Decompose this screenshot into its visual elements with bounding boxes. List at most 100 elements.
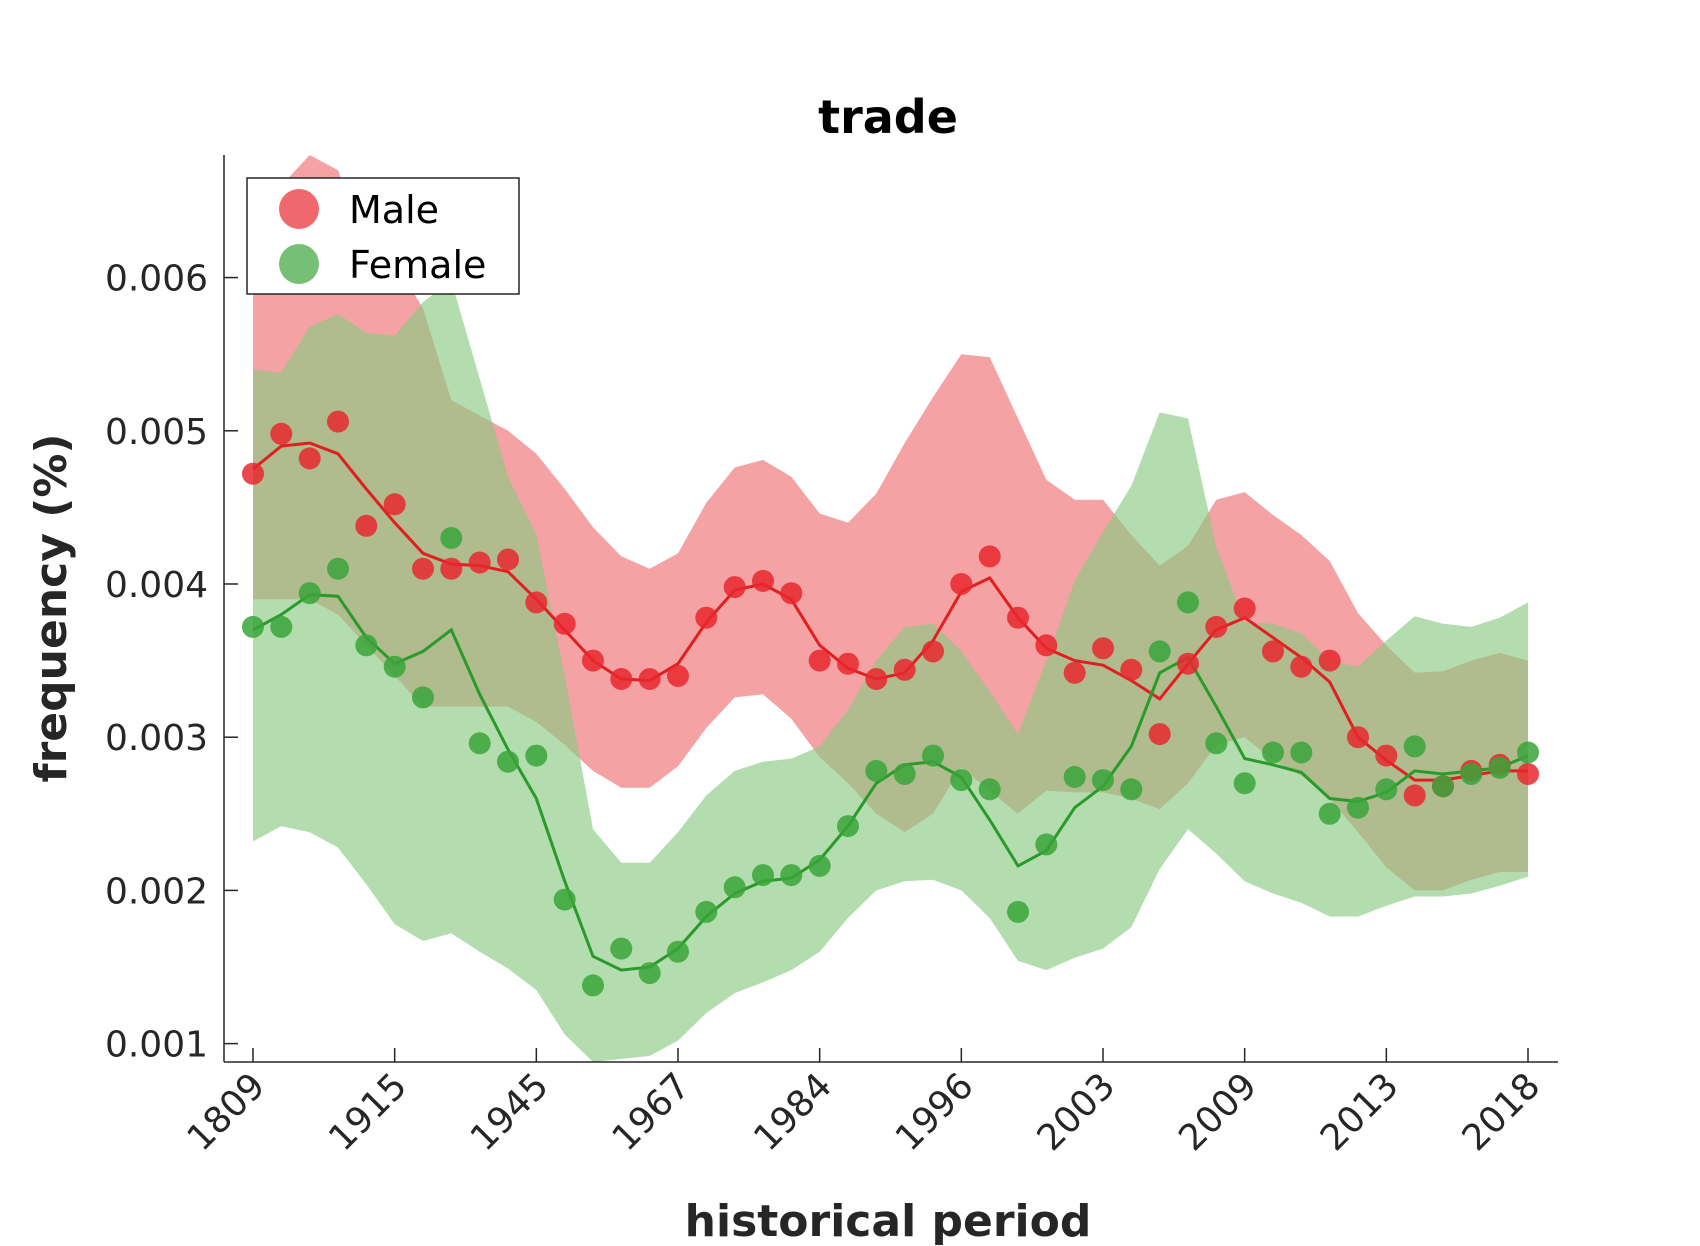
data-points bbox=[242, 410, 1539, 997]
male-data-point bbox=[497, 548, 519, 571]
male-data-point bbox=[978, 545, 1001, 568]
female-data-point bbox=[440, 527, 463, 549]
y-tick-label: 0.003 bbox=[105, 718, 208, 759]
female-data-point bbox=[1432, 775, 1454, 798]
female-data-point bbox=[752, 864, 774, 887]
female-data-point bbox=[1375, 778, 1398, 801]
y-tick-label: 0.002 bbox=[105, 871, 208, 912]
female-data-point bbox=[1007, 900, 1029, 923]
female-data-point bbox=[1120, 778, 1143, 801]
x-axis-title: historical period bbox=[685, 1196, 1092, 1246]
y-tick-label: 0.006 bbox=[105, 259, 208, 300]
female-data-point bbox=[1177, 591, 1199, 614]
male-data-point bbox=[1347, 726, 1369, 749]
male-data-point bbox=[695, 606, 718, 629]
male-data-point bbox=[638, 668, 661, 690]
female-data-point bbox=[1460, 763, 1483, 785]
y-tick-label: 0.001 bbox=[105, 1025, 208, 1066]
male-data-point bbox=[468, 551, 491, 574]
female-data-point bbox=[497, 750, 519, 773]
male-data-point bbox=[1318, 649, 1341, 672]
female-data-point bbox=[723, 876, 746, 899]
female-data-point bbox=[1092, 769, 1114, 792]
y-axis-title: frequency (%) bbox=[26, 433, 77, 782]
male-data-point bbox=[355, 514, 378, 537]
female-data-point bbox=[1233, 772, 1256, 795]
female-data-point bbox=[1290, 741, 1313, 764]
male-data-point bbox=[1120, 658, 1143, 681]
trend-lines bbox=[252, 441, 1529, 972]
female-data-point bbox=[327, 557, 349, 580]
female-data-point bbox=[780, 864, 803, 887]
male-data-point bbox=[893, 658, 916, 681]
female-confidence-band-tint bbox=[253, 280, 1528, 1062]
male-data-point bbox=[1375, 744, 1398, 767]
male-data-point bbox=[1148, 723, 1171, 746]
male-data-point bbox=[270, 422, 293, 445]
female-data-point bbox=[667, 940, 689, 963]
male-data-point bbox=[553, 612, 576, 635]
female-data-point bbox=[383, 655, 406, 678]
female-data-point bbox=[865, 759, 888, 782]
male-data-point bbox=[1517, 763, 1539, 785]
male-data-point bbox=[837, 652, 859, 675]
male-data-point bbox=[1035, 634, 1058, 657]
female-data-point bbox=[808, 854, 831, 877]
legend: Male Female bbox=[246, 177, 520, 295]
female-data-point bbox=[1262, 741, 1284, 764]
male-data-point bbox=[950, 573, 973, 595]
male-data-point bbox=[242, 462, 264, 485]
male-data-point bbox=[1063, 661, 1086, 684]
male-data-point bbox=[582, 649, 604, 672]
male-data-point bbox=[808, 649, 831, 672]
male-data-point bbox=[865, 668, 888, 690]
female-data-point bbox=[1035, 833, 1058, 856]
male-data-point bbox=[1177, 652, 1199, 675]
male-data-point bbox=[1205, 615, 1228, 638]
female-data-point bbox=[837, 815, 859, 838]
female-data-point bbox=[1063, 766, 1086, 788]
legend-male-marker bbox=[279, 189, 319, 229]
female-data-point bbox=[922, 744, 944, 767]
female-data-point bbox=[638, 962, 661, 985]
female-data-point bbox=[1403, 735, 1426, 758]
legend-female-marker bbox=[279, 244, 319, 284]
male-data-point bbox=[1403, 784, 1426, 807]
male-data-point bbox=[1092, 637, 1114, 660]
legend-female-label: Female bbox=[349, 243, 486, 287]
female-data-point bbox=[695, 900, 718, 923]
female-trend-line bbox=[252, 593, 1529, 972]
male-data-point bbox=[1007, 606, 1029, 629]
female-data-point bbox=[1347, 796, 1369, 819]
female-data-point bbox=[553, 888, 576, 911]
y-tick-label: 0.004 bbox=[105, 565, 208, 606]
female-data-point bbox=[525, 744, 548, 767]
male-data-point bbox=[667, 664, 689, 687]
female-data-point bbox=[298, 582, 321, 605]
female-data-point bbox=[582, 974, 604, 997]
male-data-point bbox=[723, 576, 746, 599]
y-tick-label: 0.005 bbox=[105, 412, 208, 453]
female-data-point bbox=[950, 769, 973, 792]
male-data-point bbox=[525, 591, 548, 614]
female-data-point bbox=[355, 634, 378, 657]
female-confidence-band bbox=[253, 280, 1528, 1062]
female-data-point bbox=[1318, 802, 1341, 825]
female-data-point bbox=[1148, 640, 1171, 663]
male-data-point bbox=[922, 640, 944, 663]
female-data-point bbox=[610, 937, 633, 960]
male-data-point bbox=[610, 668, 633, 690]
male-data-point bbox=[780, 582, 803, 605]
female-data-point bbox=[270, 615, 293, 638]
male-data-point bbox=[1233, 597, 1256, 620]
chart-title: trade bbox=[818, 90, 958, 144]
female-data-point bbox=[412, 686, 434, 709]
male-data-point bbox=[1290, 655, 1313, 678]
female-data-point bbox=[1488, 756, 1511, 779]
male-trend-line bbox=[252, 441, 1528, 782]
legend-male-label: Male bbox=[349, 188, 439, 232]
confidence-bands bbox=[253, 155, 1528, 1062]
female-data-point bbox=[893, 763, 916, 785]
male-data-point bbox=[752, 569, 774, 592]
